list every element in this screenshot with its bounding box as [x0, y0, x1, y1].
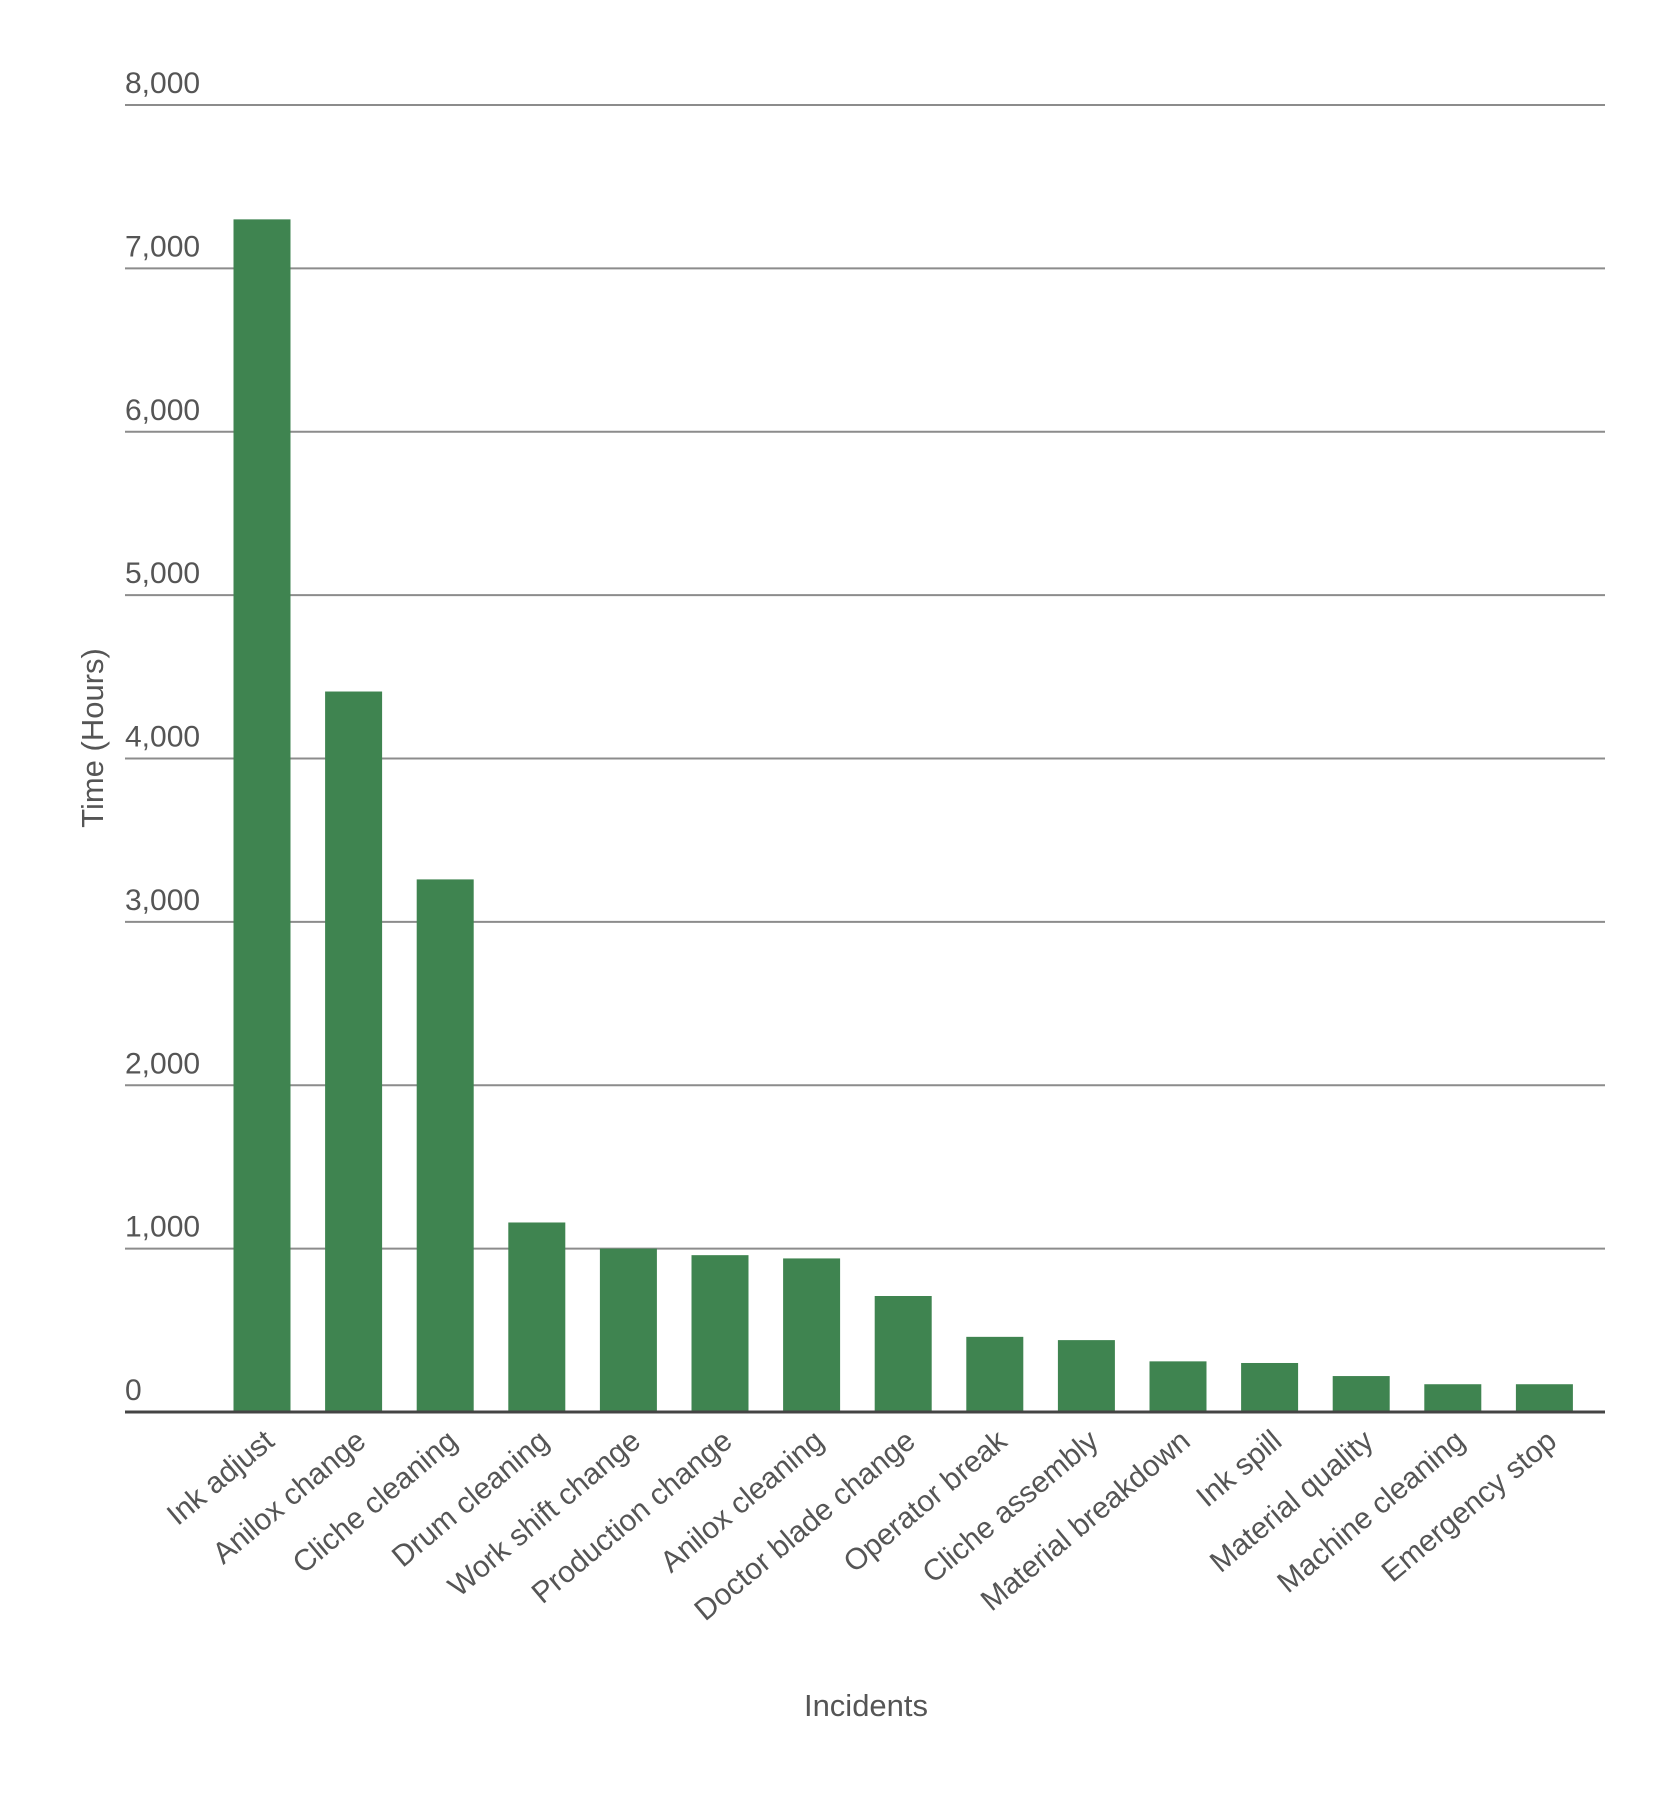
bar — [1149, 1361, 1207, 1412]
bar — [783, 1258, 841, 1412]
bar — [233, 219, 291, 1412]
bar — [874, 1296, 932, 1412]
y-tick-label: 6,000 — [125, 394, 200, 427]
bar — [1332, 1376, 1390, 1412]
y-axis-ticks: 0 1,000 2,000 3,000 4,000 5,000 6,000 7,000 8,00… — [125, 67, 200, 1407]
y-tick-label: 0 — [125, 1374, 142, 1407]
bar — [966, 1336, 1024, 1412]
bar — [1241, 1362, 1299, 1412]
x-tick-label: Cliche cleaning — [287, 1424, 464, 1580]
bar — [508, 1222, 566, 1412]
y-tick-label: 8,000 — [125, 67, 200, 100]
y-tick-label: 5,000 — [125, 557, 200, 590]
bar — [1515, 1384, 1573, 1412]
bar — [599, 1248, 657, 1412]
bars — [233, 219, 1573, 1412]
bar — [416, 879, 474, 1412]
y-axis-title: Time (Hours) — [75, 648, 110, 828]
y-tick-label: 7,000 — [125, 230, 200, 263]
bar — [1057, 1340, 1115, 1412]
y-tick-label: 3,000 — [125, 884, 200, 917]
x-axis-title: Incidents — [804, 1688, 928, 1723]
x-tick-label: Anilox change — [207, 1424, 373, 1570]
y-tick-label: 2,000 — [125, 1047, 200, 1080]
y-tick-label: 1,000 — [125, 1211, 200, 1244]
y-tick-label: 4,000 — [125, 721, 200, 754]
x-tick-label: Drum cleaning — [386, 1424, 555, 1574]
bar — [325, 691, 383, 1412]
bar — [1424, 1384, 1482, 1412]
bar — [691, 1255, 749, 1412]
